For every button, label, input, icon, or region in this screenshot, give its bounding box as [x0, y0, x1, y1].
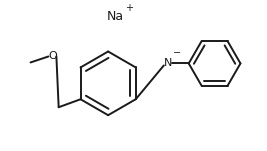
Text: +: + [125, 3, 133, 13]
Text: N: N [164, 58, 172, 68]
Text: O: O [48, 51, 57, 61]
Text: −: − [173, 48, 181, 58]
Text: Na: Na [107, 10, 124, 23]
